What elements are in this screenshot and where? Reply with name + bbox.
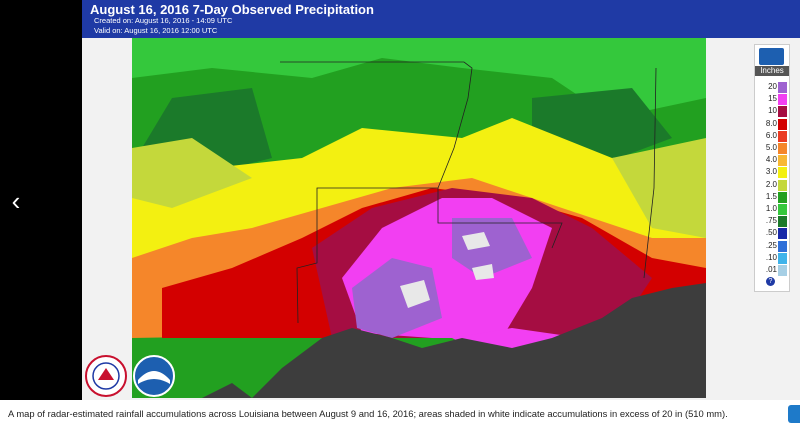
chevron-left-icon: ‹ [11,186,21,216]
legend-label: 6.0 [765,130,777,140]
agency-logos [84,354,184,403]
legend-swatch [778,155,787,167]
legend-row: 4.0 [755,154,789,167]
precipitation-map [132,38,706,398]
moderate-rain-north [132,38,706,118]
lime-patch-east [612,138,706,238]
legend-swatch [778,130,787,142]
legend-swatch [778,252,787,264]
legend-swatch [778,204,787,215]
legend-label: 3.0 [765,167,777,177]
legend-swatch [778,228,787,240]
legend-label: 4.0 [765,155,777,165]
legend-swatch [778,143,787,154]
noaa-logo-icon [759,48,784,65]
legend-row: 15 [755,93,789,106]
legend-row: 3.0 [755,166,789,179]
legend-row: 2.0 [755,179,789,191]
lime-patch [132,138,252,208]
legend-row: .50 [755,227,789,240]
caption-text: A map of radar-estimated rainfall accumu… [8,408,728,419]
legend-label: 8.0 [765,118,777,128]
state-border-east [437,188,563,249]
legend-label: 10 [768,106,777,116]
legend-swatch [778,94,787,106]
legend-swatch [778,167,787,179]
legend-swatch [778,179,787,191]
legend-row: .01 [755,264,789,276]
legend-label: 2.0 [765,179,777,189]
legend-swatch [778,216,787,228]
map-header: August 16, 2016 7-Day Observed Precipita… [82,0,800,38]
legend-row: 10 [755,105,789,118]
white-excess-area-1 [400,280,430,308]
legend-row: 20 [755,81,789,93]
legend-swatch [778,240,787,252]
legend-row: .75 [755,215,789,228]
white-excess-area-2 [462,232,490,250]
legend-row: 1.0 [755,203,789,215]
legend-swatch [778,265,787,276]
legend-label: 1.5 [765,191,777,201]
caption-side-button[interactable] [788,405,800,423]
legend-label: 15 [768,94,777,104]
previous-image-button[interactable]: ‹ [4,186,28,216]
legend-row: 8.0 [755,118,789,130]
legend-label: .01 [765,265,777,274]
white-excess-area-3 [472,264,494,280]
extreme-rain-purple-center [452,218,532,278]
valid-timestamp: Valid on: August 16, 2016 12:00 UTC [94,26,218,35]
created-timestamp: Created on: August 16, 2016 - 14:09 UTC [94,16,233,25]
legend-row: 1.5 [755,191,789,203]
image-caption: A map of radar-estimated rainfall accumu… [0,400,800,427]
gulf-coast-west [202,383,252,398]
precipitation-legend: Inches 20 15 10 8.0 6.0 5.0 4.0 3.0 2.0 1.5 1.0 .75… [754,44,790,292]
legend-label: .75 [765,216,777,226]
legend-swatch [778,191,787,203]
gulf-of-mexico [252,283,706,398]
legend-label: 1.0 [765,204,777,213]
help-icon[interactable]: ? [766,277,775,286]
viewer-left-margin [0,0,82,400]
legend-swatch [778,82,787,93]
mississippi-alabama-border [643,67,657,279]
legend-row: .25 [755,240,789,252]
noaa-logo-icon [133,355,175,397]
louisiana-state-border [280,61,473,324]
legend-swatch [778,118,787,130]
extreme-rain-purple-west [352,258,442,338]
map-title: August 16, 2016 7-Day Observed Precipita… [90,2,374,17]
legend-row: 5.0 [755,142,789,154]
legend-row: .10 [755,252,789,264]
legend-label: 5.0 [765,143,777,152]
legend-label: 20 [768,82,777,91]
legend-label: .10 [765,252,777,262]
legend-label: .50 [765,228,777,238]
national-weather-service-logo-icon [85,355,127,397]
legend-label: .25 [765,240,777,250]
legend-units: Inches [755,66,789,76]
legend-swatch [778,106,787,118]
legend-row: 6.0 [755,130,789,142]
